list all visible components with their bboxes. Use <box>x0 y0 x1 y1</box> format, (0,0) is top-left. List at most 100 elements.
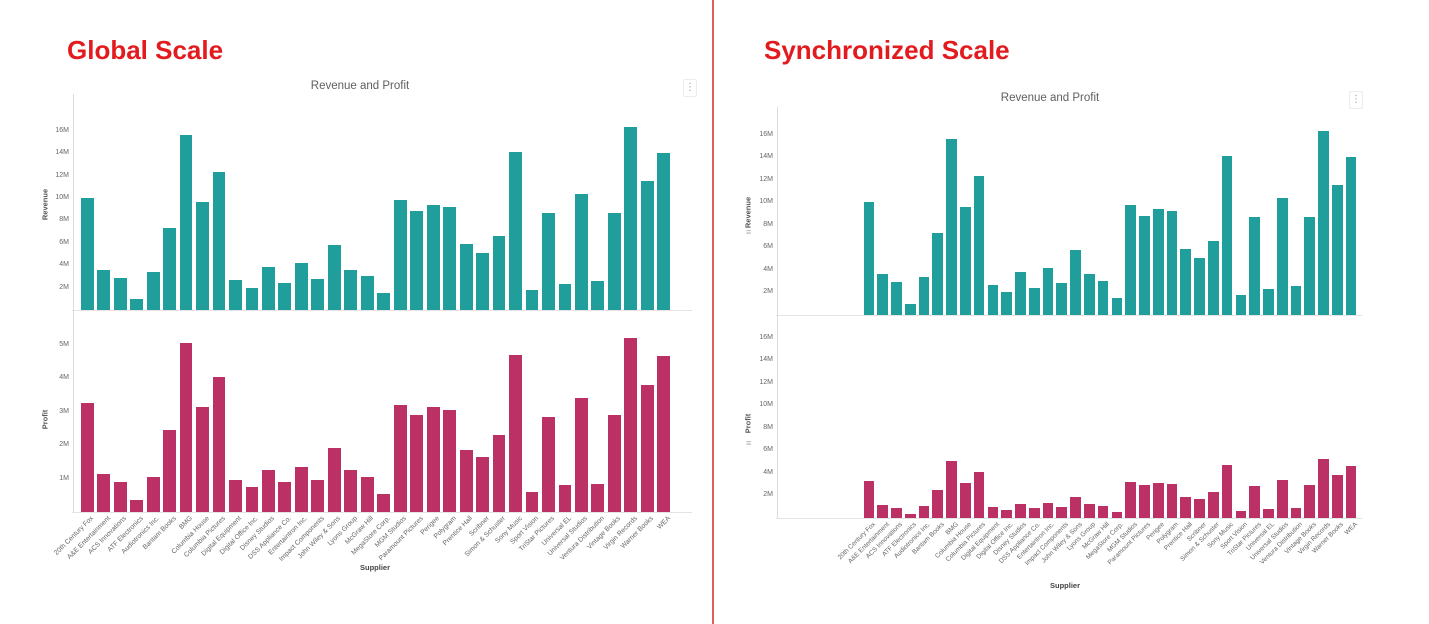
revenue-bar[interactable] <box>863 202 875 315</box>
revenue-bar[interactable] <box>1276 197 1288 315</box>
revenue-bar[interactable] <box>360 276 374 310</box>
profit-bar[interactable] <box>1070 496 1081 518</box>
profit-bar[interactable] <box>229 480 242 512</box>
revenue-bar[interactable] <box>1042 267 1054 315</box>
revenue-bar[interactable] <box>1166 211 1178 315</box>
profit-bar[interactable] <box>1097 506 1109 518</box>
profit-bar[interactable] <box>1180 497 1192 518</box>
kebab-menu-icon[interactable] <box>683 79 697 97</box>
revenue-bar[interactable] <box>509 152 522 310</box>
revenue-bar[interactable] <box>492 236 506 310</box>
revenue-bar[interactable] <box>1194 257 1205 315</box>
profit-bar[interactable] <box>327 448 341 512</box>
profit-bar[interactable] <box>97 473 111 512</box>
profit-bar[interactable] <box>959 482 971 518</box>
revenue-bar[interactable] <box>1111 298 1123 315</box>
profit-bar[interactable] <box>1028 507 1040 518</box>
revenue-bar[interactable] <box>1331 185 1343 315</box>
revenue-bar[interactable] <box>212 172 226 310</box>
profit-bar[interactable] <box>591 483 605 512</box>
revenue-bar[interactable] <box>130 298 144 310</box>
profit-bar[interactable] <box>278 481 292 512</box>
profit-bar[interactable] <box>1249 485 1261 518</box>
profit-bar[interactable] <box>344 470 358 512</box>
revenue-bar[interactable] <box>327 245 341 310</box>
profit-bar[interactable] <box>311 480 325 512</box>
profit-bar[interactable] <box>1042 502 1054 518</box>
profit-bar[interactable] <box>932 490 944 518</box>
revenue-bar[interactable] <box>163 228 177 310</box>
revenue-bar[interactable] <box>959 206 971 315</box>
revenue-bar[interactable] <box>1028 287 1040 315</box>
kebab-menu-icon[interactable] <box>1349 91 1363 109</box>
revenue-bar[interactable] <box>946 139 957 315</box>
revenue-bar[interactable] <box>1152 209 1164 315</box>
profit-bar[interactable] <box>113 481 127 512</box>
revenue-bar[interactable] <box>973 176 985 315</box>
profit-bar[interactable] <box>1235 511 1247 518</box>
profit-bar[interactable] <box>130 500 144 512</box>
revenue-bar[interactable] <box>294 262 308 310</box>
profit-bar[interactable] <box>1152 482 1164 518</box>
revenue-bar[interactable] <box>1015 272 1026 315</box>
profit-bar[interactable] <box>509 354 522 512</box>
revenue-bar[interactable] <box>1070 249 1081 315</box>
revenue-bar[interactable] <box>1083 274 1095 315</box>
revenue-bar[interactable] <box>542 212 555 310</box>
profit-bar[interactable] <box>377 493 391 512</box>
revenue-bar[interactable] <box>1097 281 1109 315</box>
revenue-bar[interactable] <box>459 243 473 310</box>
profit-bar[interactable] <box>146 476 160 512</box>
revenue-bar[interactable] <box>624 127 638 310</box>
revenue-bar[interactable] <box>146 271 160 310</box>
profit-bar[interactable] <box>80 403 94 512</box>
profit-bar[interactable] <box>1290 508 1302 518</box>
revenue-bar[interactable] <box>393 200 407 310</box>
profit-bar[interactable] <box>1221 465 1233 518</box>
revenue-bar[interactable] <box>426 204 440 310</box>
profit-bar[interactable] <box>877 505 889 518</box>
profit-bar[interactable] <box>657 356 671 512</box>
revenue-bar[interactable] <box>640 181 654 310</box>
revenue-bar[interactable] <box>918 276 930 315</box>
revenue-bar[interactable] <box>1263 289 1274 315</box>
profit-bar[interactable] <box>574 398 588 512</box>
profit-bar[interactable] <box>1166 483 1178 518</box>
profit-bar[interactable] <box>443 409 457 512</box>
revenue-bar[interactable] <box>80 198 94 310</box>
revenue-bar[interactable] <box>607 212 621 310</box>
revenue-bar[interactable] <box>377 293 391 310</box>
profit-bar[interactable] <box>607 414 621 512</box>
profit-bar[interactable] <box>212 376 226 512</box>
profit-bar[interactable] <box>640 384 654 512</box>
revenue-bar[interactable] <box>877 274 889 315</box>
revenue-bar[interactable] <box>1001 292 1013 315</box>
profit-bar[interactable] <box>1304 485 1316 518</box>
revenue-bar[interactable] <box>179 135 193 310</box>
profit-bar[interactable] <box>918 506 930 518</box>
profit-bar[interactable] <box>1318 459 1329 518</box>
profit-bar[interactable] <box>1015 503 1026 518</box>
profit-bar[interactable] <box>1331 475 1343 518</box>
profit-bar[interactable] <box>973 472 985 518</box>
profit-bar[interactable] <box>459 450 473 512</box>
revenue-bar[interactable] <box>1125 204 1137 315</box>
profit-bar[interactable] <box>987 507 999 518</box>
revenue-bar[interactable] <box>1056 283 1068 315</box>
revenue-bar[interactable] <box>229 279 242 310</box>
profit-bar[interactable] <box>863 481 875 518</box>
revenue-bar[interactable] <box>891 282 902 315</box>
revenue-bar[interactable] <box>196 202 209 310</box>
revenue-bar[interactable] <box>987 284 999 315</box>
revenue-bar[interactable] <box>113 277 127 310</box>
profit-bar[interactable] <box>1056 507 1068 518</box>
profit-bar[interactable] <box>1139 485 1150 518</box>
revenue-bar[interactable] <box>1318 131 1329 315</box>
profit-bar[interactable] <box>196 406 209 512</box>
profit-bar[interactable] <box>1207 492 1219 518</box>
profit-bar[interactable] <box>1111 511 1123 518</box>
profit-bar[interactable] <box>492 435 506 512</box>
revenue-bar[interactable] <box>1235 294 1247 315</box>
revenue-bar[interactable] <box>443 206 457 310</box>
profit-bar[interactable] <box>245 486 259 512</box>
